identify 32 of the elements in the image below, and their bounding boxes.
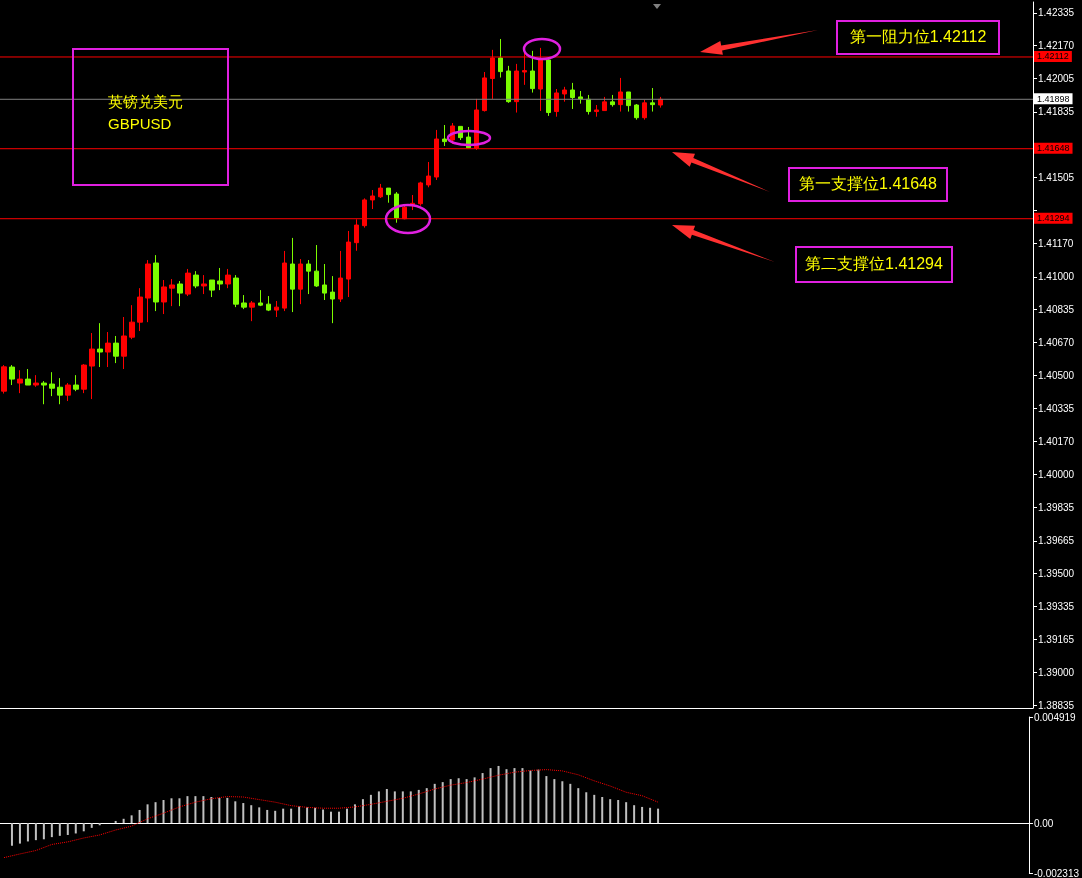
y-tick-label: 1.38835 — [1038, 699, 1075, 711]
y-tick-label: 0.00 — [1033, 817, 1054, 829]
y-tick-label: 1.40000 — [1038, 469, 1075, 481]
y-tick-label: 1.39335 — [1038, 600, 1075, 612]
y-tick-label: -0.002313 — [1033, 867, 1080, 878]
y-tick-label: 1.41505 — [1038, 171, 1075, 183]
y-tick-label: 1.39665 — [1038, 535, 1075, 547]
text: 1.42112 — [1037, 51, 1069, 62]
text: 1.41294 — [1037, 213, 1070, 224]
ref-line-label: 第二支撑位1.41294 — [795, 246, 953, 283]
y-tick-label: 1.41000 — [1038, 271, 1075, 283]
y-tick-label: 1.39835 — [1038, 501, 1075, 513]
text: 1.41898 — [1037, 93, 1070, 104]
y-tick-label: 1.42335 — [1038, 7, 1075, 19]
y-tick-label: 1.42005 — [1038, 72, 1075, 84]
text: 1.41648 — [1037, 143, 1070, 154]
y-tick-label: 1.39000 — [1038, 666, 1075, 678]
y-tick-label: 1.40835 — [1038, 304, 1075, 315]
y-tick-label: 1.39500 — [1038, 568, 1075, 579]
y-tick-label: 1.40335 — [1038, 402, 1075, 414]
y-tick-label: 0.004919 — [1033, 711, 1077, 723]
text: GBPUSD — [108, 115, 172, 132]
y-tick-label: 1.42170 — [1038, 40, 1075, 51]
y-tick-label: 1.41835 — [1038, 106, 1075, 118]
y-tick-label: 1.40670 — [1038, 336, 1075, 348]
ref-line-label: 第一阻力位1.42112 — [836, 20, 1000, 55]
y-tick-label: 1.39165 — [1038, 634, 1075, 646]
y-tick-label: 1.41170 — [1038, 237, 1074, 249]
y-tick-label: 1.40500 — [1038, 370, 1075, 382]
y-tick-label: 1.40170 — [1038, 435, 1075, 447]
ref-line-label: 第一支撑位1.41648 — [788, 167, 948, 202]
text: 英镑兑美元 — [108, 93, 183, 112]
